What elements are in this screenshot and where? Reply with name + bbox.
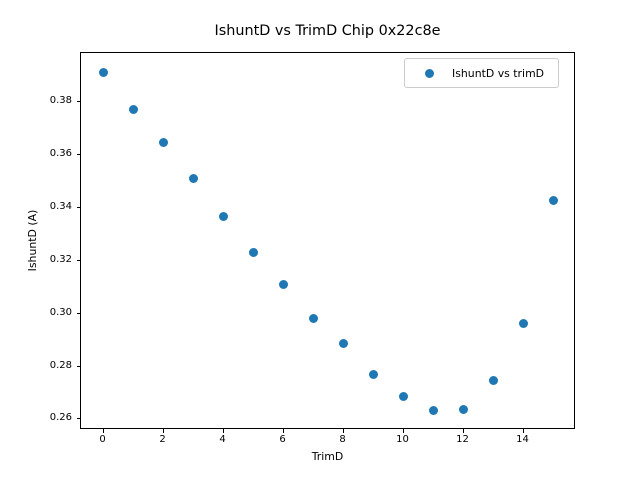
x-tick-label: 2 [159,434,166,445]
data-point [159,137,168,147]
y-tick [76,259,80,261]
x-tick [162,429,164,433]
data-point [459,404,468,414]
data-point [369,369,378,379]
y-tick-label: 0.28 [49,359,72,371]
y-tick [76,206,80,208]
x-tick [462,429,464,433]
data-point [189,174,198,184]
data-point [249,248,258,258]
data-point [309,314,318,324]
data-point [279,280,288,290]
plot-area [80,52,575,429]
y-axis-label: IshuntD (A) [26,209,39,272]
x-tick-label: 8 [339,434,346,445]
x-tick-label: 0 [99,434,106,445]
x-tick [342,429,344,433]
x-tick [522,429,524,433]
x-tick-label: 14 [516,434,529,445]
legend-label: IshuntD vs trimD [452,66,545,80]
y-tick-label: 0.32 [49,253,72,265]
scatter-series-ishuntd-vs-trimd [81,53,574,428]
data-point [489,375,498,385]
data-point [429,405,438,415]
y-tick-label: 0.30 [49,306,72,318]
y-tick-label: 0.36 [49,148,72,160]
x-tick-label: 4 [219,434,226,445]
data-point [549,195,558,205]
y-tick [76,101,80,103]
data-point [399,391,408,401]
x-tick [222,429,224,433]
x-tick-label: 6 [279,434,286,445]
legend-entry: IshuntD vs trimD [413,67,548,80]
data-point [129,105,138,115]
data-point [99,68,108,78]
y-tick-label: 0.26 [49,412,72,424]
data-point [339,339,348,349]
x-tick-label: 12 [456,434,469,445]
chart-title: IshuntD vs TrimD Chip 0x22c8e [214,23,441,39]
y-tick [76,418,80,420]
data-point [519,318,528,328]
x-tick [402,429,404,433]
x-axis-label: TrimD [311,450,344,463]
legend-marker-icon [425,68,434,78]
y-tick [76,154,80,156]
x-tick [102,429,104,433]
data-point [219,211,228,221]
chart-legend: IshuntD vs trimD [404,58,560,88]
y-tick [76,365,80,367]
y-tick [76,312,80,314]
x-tick [282,429,284,433]
y-tick-label: 0.38 [49,95,72,107]
x-tick-label: 10 [396,434,409,445]
y-tick-label: 0.34 [49,200,72,212]
